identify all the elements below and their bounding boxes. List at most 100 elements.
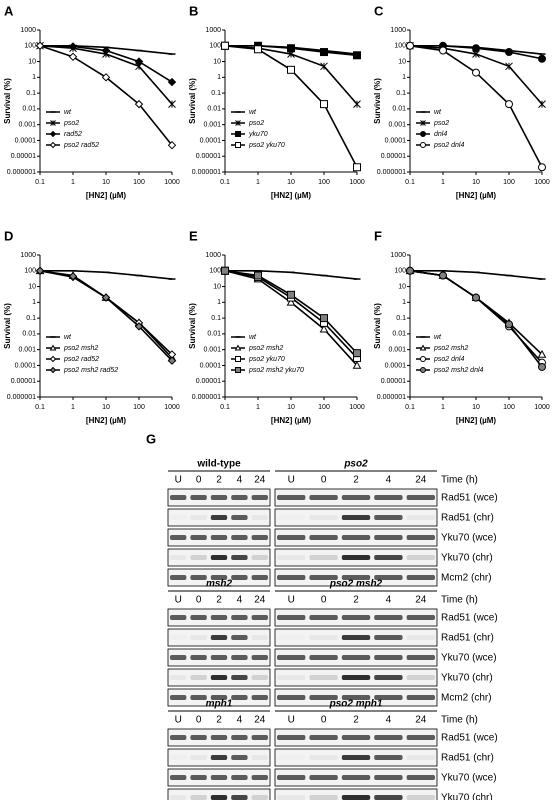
lane-label: 0 bbox=[321, 595, 327, 606]
x-tick-label: 10 bbox=[102, 404, 110, 411]
y-tick-label: 0.00001 bbox=[11, 378, 36, 385]
x-tick-label: 10 bbox=[102, 179, 110, 186]
series-line bbox=[409, 44, 543, 168]
band bbox=[170, 735, 187, 740]
band bbox=[231, 575, 248, 580]
x-axis-label: [HN2] (µM) bbox=[456, 191, 496, 200]
y-tick-label: 100 bbox=[394, 43, 406, 50]
lane-label: 4 bbox=[386, 595, 392, 606]
lane-label: 4 bbox=[386, 475, 392, 486]
band bbox=[277, 695, 306, 700]
row-label: Rad51 (wce) bbox=[441, 613, 498, 624]
row-label: Rad51 (chr) bbox=[441, 513, 494, 524]
band bbox=[251, 515, 268, 520]
x-axis-label: [HN2] (µM) bbox=[86, 416, 126, 425]
marker bbox=[49, 344, 57, 351]
y-tick-label: 1 bbox=[402, 74, 406, 81]
band bbox=[277, 555, 306, 560]
marker bbox=[35, 266, 45, 275]
band bbox=[251, 695, 268, 700]
legend-label: wt bbox=[249, 109, 257, 116]
band bbox=[341, 575, 371, 580]
x-tick-label: 10 bbox=[472, 179, 480, 186]
x-tick-label: 1000 bbox=[534, 179, 550, 186]
band bbox=[170, 575, 187, 580]
y-tick-label: 1 bbox=[32, 74, 36, 81]
marker bbox=[50, 120, 56, 126]
y-tick-label: 0.001 bbox=[203, 122, 221, 129]
band bbox=[210, 515, 228, 520]
band bbox=[374, 775, 403, 780]
band bbox=[341, 655, 371, 660]
y-tick-label: 0.001 bbox=[388, 347, 406, 354]
band bbox=[231, 755, 248, 760]
marker bbox=[320, 314, 328, 323]
x-axis-label: [HN2] (µM) bbox=[86, 191, 126, 200]
band bbox=[309, 555, 338, 560]
marker bbox=[287, 290, 295, 299]
y-axis-label: Survival (%) bbox=[373, 303, 382, 349]
band bbox=[341, 735, 371, 740]
band bbox=[231, 695, 248, 700]
band bbox=[231, 535, 248, 540]
band bbox=[231, 635, 248, 640]
band bbox=[309, 675, 338, 680]
marker bbox=[472, 44, 480, 53]
marker bbox=[419, 344, 427, 351]
band bbox=[170, 555, 187, 560]
lane-label: 24 bbox=[254, 715, 266, 726]
legend-label: pso2 msh2 dnl4 bbox=[433, 367, 484, 374]
band bbox=[277, 775, 306, 780]
band bbox=[170, 635, 186, 640]
panel-label: A bbox=[4, 3, 14, 18]
marker bbox=[235, 120, 241, 126]
band bbox=[231, 515, 248, 520]
y-tick-label: 0.00001 bbox=[196, 378, 221, 385]
band bbox=[341, 495, 371, 500]
band bbox=[190, 575, 207, 580]
band bbox=[309, 655, 338, 660]
band bbox=[251, 495, 268, 500]
band bbox=[210, 535, 228, 540]
marker bbox=[101, 293, 111, 302]
band bbox=[406, 675, 435, 680]
band bbox=[341, 615, 371, 620]
band bbox=[374, 555, 403, 560]
marker bbox=[49, 141, 57, 149]
band bbox=[309, 755, 338, 760]
x-tick-label: 0.1 bbox=[35, 404, 45, 411]
series-line bbox=[409, 269, 543, 368]
marker bbox=[439, 46, 447, 55]
y-tick-label: 100 bbox=[24, 43, 36, 50]
band bbox=[374, 615, 403, 620]
x-tick-label: 100 bbox=[503, 179, 515, 186]
row-label: Yku70 (wce) bbox=[441, 533, 497, 544]
legend-label: pso2 rad52 bbox=[63, 142, 99, 149]
y-tick-label: 0.0001 bbox=[200, 362, 222, 369]
series-line bbox=[224, 270, 358, 366]
lane-label: U bbox=[175, 475, 182, 486]
y-tick-label: 1000 bbox=[390, 252, 406, 259]
band bbox=[190, 735, 207, 740]
band bbox=[190, 535, 207, 540]
x-tick-label: 0.1 bbox=[220, 404, 230, 411]
marker bbox=[286, 297, 296, 306]
band bbox=[210, 755, 228, 760]
blot-header: pso2 bbox=[343, 459, 368, 470]
band bbox=[190, 635, 207, 640]
marker bbox=[254, 45, 262, 54]
band bbox=[231, 615, 248, 620]
band bbox=[341, 795, 371, 800]
lane-label: 2 bbox=[216, 475, 222, 486]
x-tick-label: 1 bbox=[71, 179, 75, 186]
marker bbox=[287, 44, 295, 53]
x-tick-label: 10 bbox=[287, 404, 295, 411]
marker bbox=[505, 320, 513, 329]
marker bbox=[420, 356, 426, 362]
y-tick-label: 0.0001 bbox=[15, 362, 37, 369]
lane-label: 24 bbox=[415, 595, 427, 606]
row-label: Yku70 (chr) bbox=[441, 673, 493, 684]
y-tick-label: 1000 bbox=[20, 27, 36, 34]
band bbox=[251, 795, 268, 800]
lane-label: 4 bbox=[386, 715, 392, 726]
